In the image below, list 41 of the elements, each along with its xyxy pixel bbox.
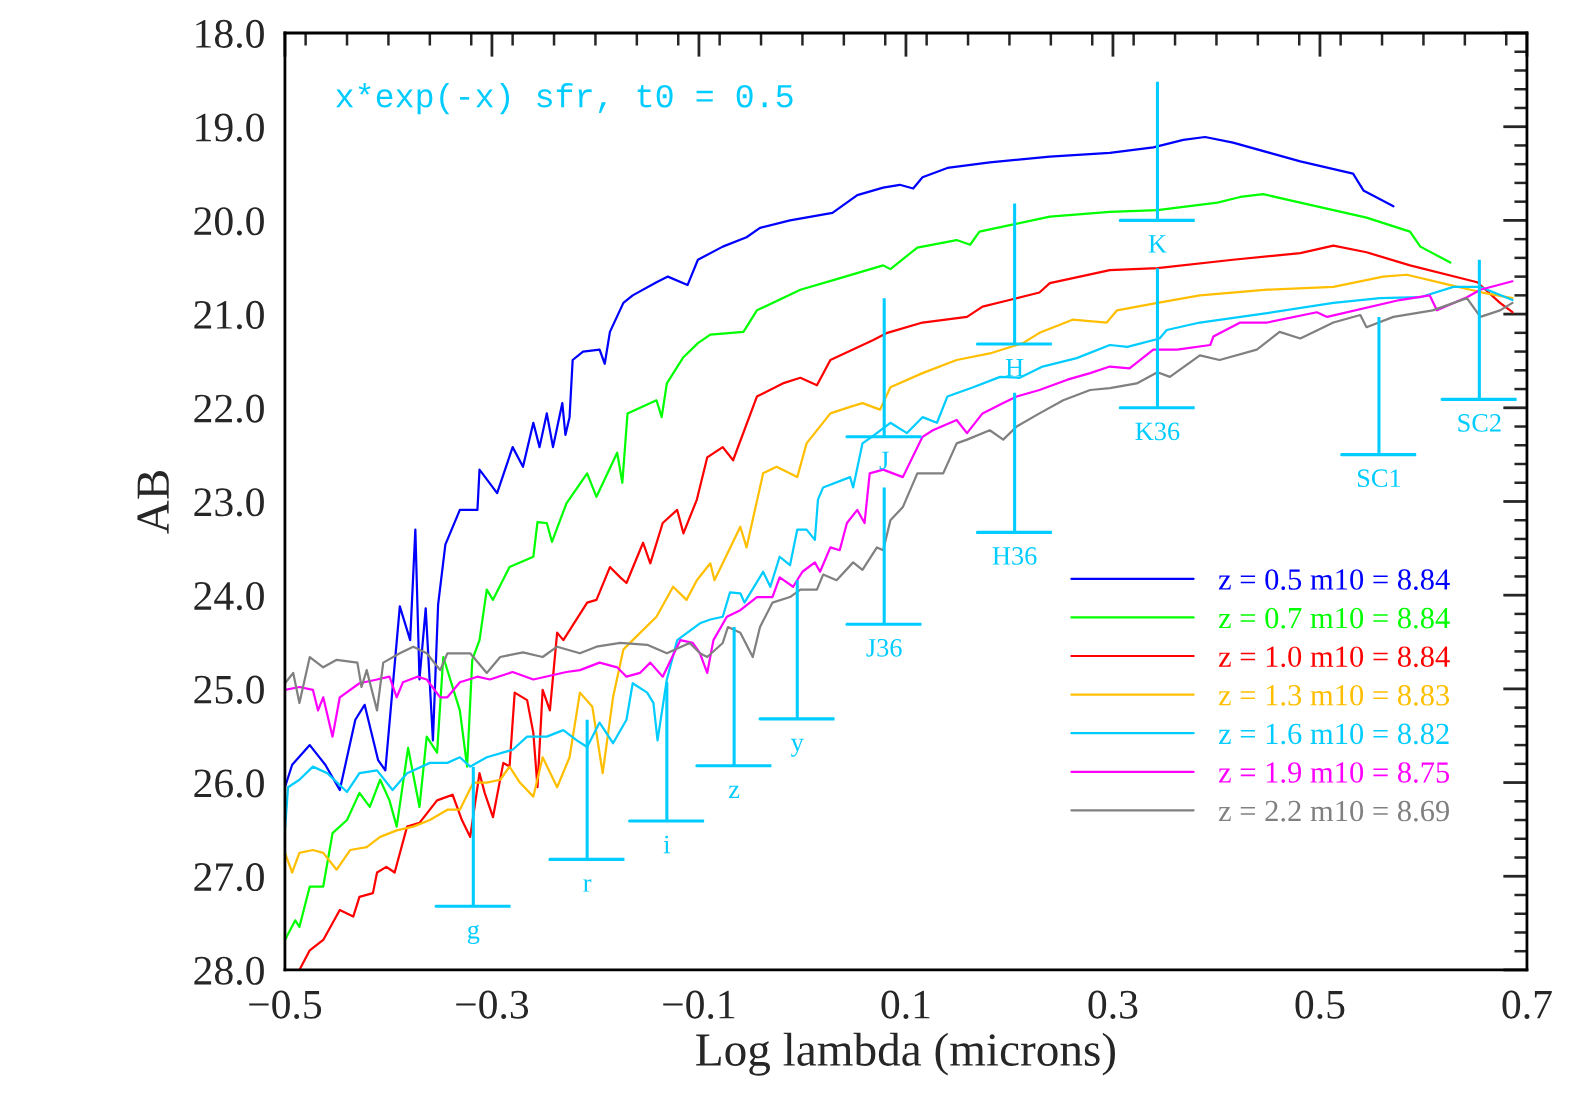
annotation: H36 [992, 547, 1037, 565]
y-tick-label: 18.0 [196, 19, 264, 49]
legend-label: z = 1.6 m10 = 8.82 [1218, 723, 1449, 745]
annotation: J36 [866, 638, 902, 657]
y-tick-label: 21.0 [194, 300, 264, 330]
y-tick-label: 26.0 [194, 769, 264, 798]
annotation: g [467, 924, 480, 945]
legend-label: z = 0.7 m10 = 8.84 [1218, 607, 1450, 629]
x-axis-title: Log lambda (microns) [696, 1032, 1115, 1076]
y-tick-label: 28.0 [194, 956, 264, 985]
x-tick-label: 0.5 [1295, 990, 1345, 1019]
annotation: J [879, 451, 889, 470]
annotation: SC1 [1357, 469, 1401, 488]
x-tick-label: −0.1 [663, 990, 735, 1019]
annotation: r [583, 879, 592, 892]
y-tick-label: 25.0 [194, 675, 264, 704]
y-tick-label: 22.0 [194, 394, 264, 423]
annotation: K36 [1135, 422, 1180, 441]
x-tick-label: −0.5 [249, 990, 322, 1019]
legend-label: z = 1.9 m10 = 8.75 [1218, 762, 1450, 783]
annotation: z [728, 785, 740, 798]
legend-label: z = 0.5 m10 = 8.84 [1218, 569, 1450, 590]
annotation: y [790, 738, 804, 757]
annotation: H [1005, 358, 1024, 377]
x-tick-label: −0.3 [456, 990, 529, 1019]
y-tick-label: 27.0 [194, 863, 264, 892]
y-tick-label: 23.0 [194, 488, 264, 517]
y-axis-title: AB [137, 470, 169, 534]
legend-label: z = 1.0 m10 = 8.84 [1218, 646, 1450, 668]
legend-label: z = 2.2 m10 = 8.69 [1218, 800, 1450, 822]
annotation: x*exp(-x) sfr, t0 = 0.5 [336, 83, 793, 115]
annotation: i [663, 835, 671, 854]
y-tick-label: 20.0 [194, 207, 264, 236]
x-tick-label: 0.7 [1502, 990, 1552, 1019]
annotation: K [1148, 235, 1167, 253]
x-tick-label: 0.3 [1088, 990, 1138, 1019]
x-tick-label: 0.1 [881, 990, 930, 1019]
y-tick-label: 24.0 [194, 581, 264, 611]
y-tick-label: 19.0 [196, 113, 264, 142]
legend-label: z = 1.3 m10 = 8.83 [1218, 684, 1450, 706]
annotation: SC2 [1458, 414, 1501, 432]
